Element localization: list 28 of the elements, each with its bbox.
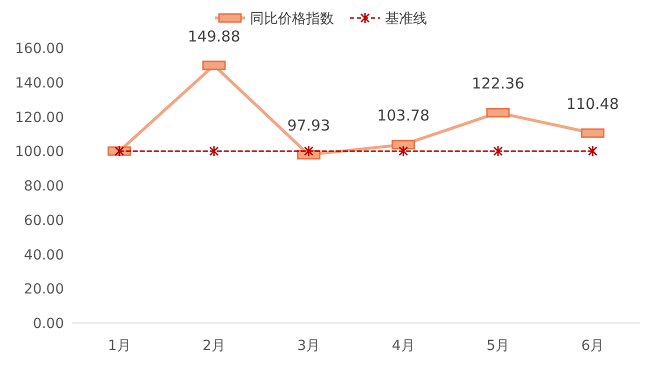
y-tick-label: 160.00 [15,41,64,57]
y-tick-label: 100.00 [15,144,64,160]
point [398,145,408,157]
y-tick-label: 20.00 [24,282,64,298]
data-label: 149.88 [188,27,240,46]
point [588,145,598,157]
x-tick-label: 4月 [392,338,415,354]
y-tick-label: 40.00 [24,247,64,264]
point [493,145,503,157]
y-tick-label: 60.00 [24,212,64,229]
point [114,145,124,157]
y-tick-label: 140.00 [15,75,64,92]
y-tick-label: 80.00 [24,178,64,194]
data-label: 122.36 [472,74,524,93]
y-tick-label: 120.00 [15,110,64,126]
x-tick-label: 6月 [581,338,604,354]
x-tick-label: 5月 [486,338,510,354]
point [304,145,314,157]
data-label: 97.93 [287,116,330,135]
data-label: 110.48 [566,95,619,114]
data-label: 103.78 [377,106,430,125]
point [209,145,219,157]
x-tick-label: 3月 [297,338,320,354]
x-tick-label: 2月 [202,338,226,354]
x-tick-label: 1月 [108,338,131,354]
y-tick-label: 0.00 [32,316,64,332]
legend-label: 同比价格指数 [250,11,334,27]
legend-label: 基准线 [385,11,427,27]
